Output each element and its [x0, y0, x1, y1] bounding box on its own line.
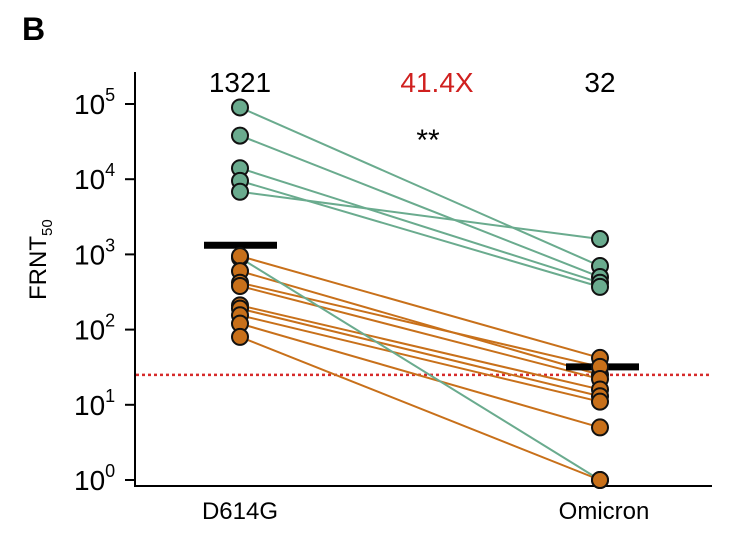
- y-tick-base: 10: [74, 465, 105, 496]
- data-point-omicron: [591, 392, 609, 411]
- y-axis-title-sub: 50: [39, 219, 56, 236]
- panel-label: B: [22, 11, 45, 47]
- pair-line: [239, 304, 601, 391]
- data-points: [231, 98, 609, 489]
- y-axis-title-main: FRNT: [25, 236, 52, 300]
- y-tick-base: 10: [74, 239, 105, 270]
- y-tick-label: 100: [74, 461, 115, 496]
- d614g-mean-label: 1321: [209, 67, 271, 98]
- pair-line: [239, 179, 601, 288]
- y-tick-label: 104: [74, 160, 115, 195]
- y-tick-label: 102: [74, 311, 115, 346]
- y-tick-exponent: 4: [105, 160, 115, 180]
- pair-line: [239, 285, 601, 381]
- data-point-d614g: [231, 182, 249, 201]
- y-tick-base: 10: [74, 164, 105, 195]
- data-point-d614g: [231, 277, 249, 296]
- pair-line: [239, 307, 601, 398]
- data-point-d614g: [231, 98, 249, 117]
- data-point-d614g: [231, 126, 249, 145]
- significance-label: **: [416, 124, 440, 157]
- data-point-d614g: [231, 247, 249, 266]
- pair-line: [239, 256, 601, 481]
- pair-line: [239, 335, 601, 481]
- y-tick-exponent: 3: [105, 235, 115, 255]
- x-tick-label-omicron: Omicron: [559, 498, 650, 525]
- pair-line: [239, 314, 601, 403]
- pair-line: [239, 134, 601, 278]
- y-tick-exponent: 2: [105, 311, 115, 331]
- y-tick-exponent: 0: [105, 461, 115, 481]
- x-tick-label-d614g: D614G: [202, 498, 278, 525]
- data-point-d614g: [231, 327, 249, 346]
- pair-line: [239, 106, 601, 267]
- pair-line: [239, 167, 601, 284]
- pair-line: [239, 270, 601, 376]
- data-point-omicron: [591, 418, 609, 437]
- pair-line: [239, 190, 601, 241]
- omicron-mean-label: 32: [584, 67, 615, 98]
- pair-line: [239, 281, 601, 368]
- y-axis-title: FRNT50: [25, 219, 56, 300]
- y-tick-exponent: 5: [105, 85, 115, 105]
- data-point-omicron: [591, 230, 609, 249]
- y-tick-label: 103: [74, 235, 115, 270]
- pair-line: [239, 255, 601, 359]
- y-tick-base: 10: [74, 315, 105, 346]
- pair-lines: [239, 106, 601, 481]
- y-tick-base: 10: [74, 89, 105, 120]
- pair-line: [239, 322, 601, 429]
- data-point-omicron: [591, 277, 609, 296]
- y-tick-label: 101: [74, 386, 115, 421]
- fold-change-label: 41.4X: [400, 67, 473, 98]
- y-tick-label: 105: [74, 85, 115, 120]
- y-tick-base: 10: [74, 390, 105, 421]
- data-point-omicron: [591, 471, 609, 489]
- y-tick-exponent: 1: [105, 386, 115, 406]
